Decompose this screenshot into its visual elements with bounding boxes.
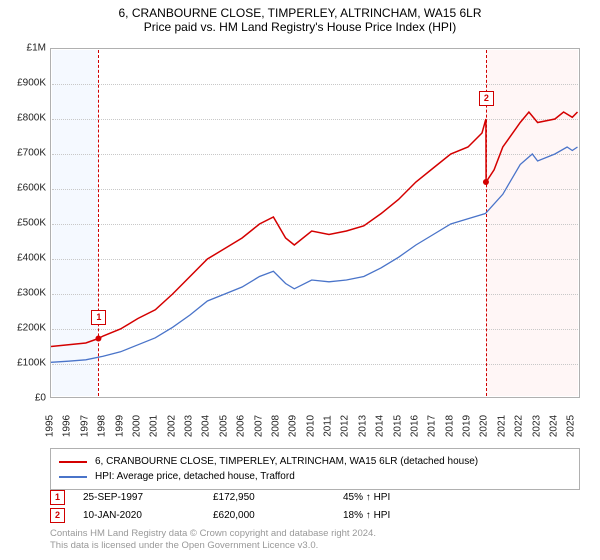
y-tick-label: £700K: [17, 148, 46, 159]
row-marker-1: 1: [50, 490, 65, 505]
chart-lines: [51, 49, 581, 399]
x-tick-label: 1998: [97, 415, 108, 437]
row-date: 10-JAN-2020: [83, 510, 213, 521]
x-tick-label: 2002: [166, 415, 177, 437]
footer: Contains HM Land Registry data © Crown c…: [50, 528, 580, 553]
x-tick-label: 2023: [531, 415, 542, 437]
y-tick-label: £500K: [17, 218, 46, 229]
row-price: £172,950: [213, 492, 343, 503]
y-tick-label: £0: [35, 393, 46, 404]
legend-swatch-property: [59, 461, 87, 463]
x-tick-label: 2024: [548, 415, 559, 437]
row-pct: 18% ↑ HPI: [343, 510, 473, 521]
x-tick-label: 2020: [479, 415, 490, 437]
y-tick-label: £300K: [17, 288, 46, 299]
x-tick-label: 2004: [201, 415, 212, 437]
transactions-table: 1 25-SEP-1997 £172,950 45% ↑ HPI 2 10-JA…: [50, 488, 580, 524]
line-property: [51, 112, 578, 347]
x-tick-label: 2018: [444, 415, 455, 437]
x-tick-label: 2013: [357, 415, 368, 437]
x-axis-labels: 1995199619971998199920002001200220032004…: [50, 400, 580, 450]
y-tick-label: £100K: [17, 358, 46, 369]
x-tick-label: 2014: [375, 415, 386, 437]
marker-2-box: 2: [479, 91, 494, 106]
chart-container: 6, CRANBOURNE CLOSE, TIMPERLEY, ALTRINCH…: [0, 0, 600, 560]
row-price: £620,000: [213, 510, 343, 521]
row-date: 25-SEP-1997: [83, 492, 213, 503]
table-row: 1 25-SEP-1997 £172,950 45% ↑ HPI: [50, 488, 580, 506]
footer-line-2: This data is licensed under the Open Gov…: [50, 540, 580, 552]
plot-area: 1 2: [50, 48, 580, 398]
chart-area: 1 2 £0£100K£200K£300K£400K£500K£600K£700…: [50, 48, 580, 398]
y-tick-label: £400K: [17, 253, 46, 264]
x-tick-label: 2025: [566, 415, 577, 437]
y-tick-label: £1M: [27, 43, 46, 54]
y-tick-label: £900K: [17, 78, 46, 89]
x-tick-label: 2007: [253, 415, 264, 437]
legend-label-hpi: HPI: Average price, detached house, Traf…: [95, 471, 295, 482]
x-tick-label: 2021: [496, 415, 507, 437]
x-tick-label: 2016: [409, 415, 420, 437]
x-tick-label: 2000: [131, 415, 142, 437]
table-row: 2 10-JAN-2020 £620,000 18% ↑ HPI: [50, 506, 580, 524]
x-tick-label: 2011: [323, 415, 334, 437]
x-tick-label: 1999: [114, 415, 125, 437]
x-tick-label: 2003: [184, 415, 195, 437]
marker-1-box: 1: [91, 310, 106, 325]
legend-row-hpi: HPI: Average price, detached house, Traf…: [59, 469, 571, 484]
x-tick-label: 2010: [305, 415, 316, 437]
legend-label-property: 6, CRANBOURNE CLOSE, TIMPERLEY, ALTRINCH…: [95, 456, 478, 467]
x-tick-label: 2009: [288, 415, 299, 437]
row-marker-2: 2: [50, 508, 65, 523]
y-tick-label: £800K: [17, 113, 46, 124]
legend-swatch-hpi: [59, 476, 87, 478]
legend: 6, CRANBOURNE CLOSE, TIMPERLEY, ALTRINCH…: [50, 448, 580, 490]
x-tick-label: 2022: [514, 415, 525, 437]
x-tick-label: 2015: [392, 415, 403, 437]
chart-title: 6, CRANBOURNE CLOSE, TIMPERLEY, ALTRINCH…: [0, 0, 600, 20]
y-tick-label: £600K: [17, 183, 46, 194]
footer-line-1: Contains HM Land Registry data © Crown c…: [50, 528, 580, 540]
chart-subtitle: Price paid vs. HM Land Registry's House …: [0, 20, 600, 38]
x-tick-label: 1995: [45, 415, 56, 437]
x-tick-label: 2019: [462, 415, 473, 437]
x-tick-label: 2005: [218, 415, 229, 437]
legend-row-property: 6, CRANBOURNE CLOSE, TIMPERLEY, ALTRINCH…: [59, 454, 571, 469]
marker-1-dot: [95, 335, 101, 341]
y-tick-label: £200K: [17, 323, 46, 334]
x-tick-label: 2017: [427, 415, 438, 437]
line-hpi: [51, 147, 578, 362]
marker-2-dot: [483, 179, 489, 185]
x-tick-label: 1996: [62, 415, 73, 437]
x-tick-label: 2008: [270, 415, 281, 437]
row-pct: 45% ↑ HPI: [343, 492, 473, 503]
x-tick-label: 2006: [236, 415, 247, 437]
x-tick-label: 2001: [149, 415, 160, 437]
x-tick-label: 2012: [340, 415, 351, 437]
x-tick-label: 1997: [79, 415, 90, 437]
